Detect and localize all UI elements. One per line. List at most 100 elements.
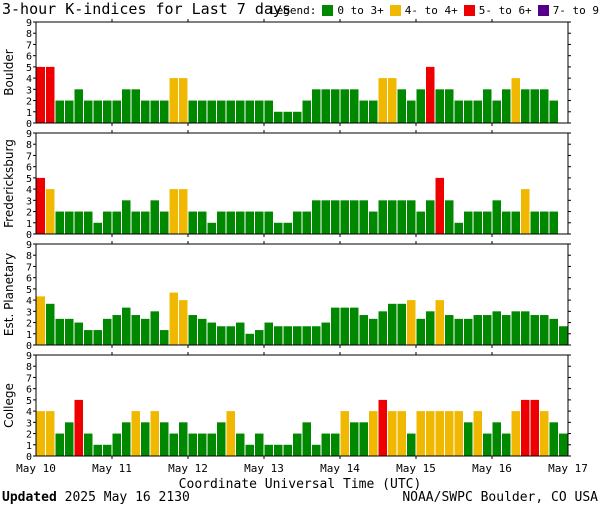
y-tick-label: 8: [26, 251, 32, 262]
k-bar: [150, 200, 159, 234]
k-bar: [312, 326, 321, 345]
y-tick-label: 2: [26, 319, 32, 330]
k-bar: [359, 315, 368, 345]
k-bar: [416, 211, 425, 234]
y-tick-label: 7: [26, 40, 32, 51]
y-tick-label: 4: [26, 74, 32, 85]
panel-frame: [35, 132, 569, 235]
k-bar: [112, 211, 121, 234]
k-bar: [150, 100, 159, 123]
panel-label: College: [2, 383, 16, 428]
legend: Legend: 0 to 3+ 4- to 4+ 5- to 6+ 7- to …: [270, 4, 599, 17]
k-bar: [93, 330, 102, 345]
k-bar: [160, 330, 169, 345]
y-tick-label: 0: [26, 341, 32, 352]
k-bar: [521, 89, 530, 123]
k-bar: [293, 111, 302, 123]
k-bar: [388, 303, 397, 345]
y-tick-label: 9: [26, 18, 32, 29]
updated-value: 2025 May 16 2130: [64, 490, 190, 505]
k-bar: [283, 111, 292, 123]
k-bar: [378, 399, 387, 456]
k-bar: [131, 89, 140, 123]
k-bar: [160, 100, 169, 123]
panel-label: Boulder: [2, 49, 16, 96]
legend-swatch-yellow: [389, 5, 401, 16]
k-bar: [236, 433, 245, 456]
k-bar: [74, 399, 83, 456]
k-bar: [141, 100, 150, 123]
y-tick-label: 7: [26, 151, 32, 162]
k-bar: [502, 211, 511, 234]
k-bar: [65, 100, 74, 123]
k-bar: [530, 315, 539, 345]
k-bar: [464, 211, 473, 234]
y-tick-label: 2: [26, 208, 32, 219]
k-bar: [226, 326, 235, 345]
k-bar: [112, 433, 121, 456]
y-tick-label: 1: [26, 219, 32, 230]
k-bar: [74, 89, 83, 123]
k-bar: [207, 433, 216, 456]
k-bar: [74, 322, 83, 345]
k-bar: [179, 78, 188, 123]
k-bar: [188, 211, 197, 234]
y-tick-label: 5: [26, 396, 32, 407]
k-bar: [454, 411, 463, 456]
y-tick-label: 6: [26, 163, 32, 174]
k-bar: [112, 315, 121, 345]
k-bar: [103, 100, 112, 123]
k-bar: [131, 315, 140, 345]
k-bar: [264, 211, 273, 234]
k-bar: [340, 89, 349, 123]
k-bar: [454, 318, 463, 345]
k-bar: [274, 326, 283, 345]
k-bar: [359, 200, 368, 234]
k-bar: [84, 433, 93, 456]
k-bar: [492, 311, 501, 345]
k-bar: [521, 311, 530, 345]
k-bar: [331, 307, 340, 345]
k-bar: [245, 211, 254, 234]
k-bar: [397, 89, 406, 123]
k-bar: [122, 307, 131, 345]
k-bar: [293, 211, 302, 234]
x-axis-label: Coordinate Universal Time (UTC): [179, 477, 422, 490]
k-bar: [350, 422, 359, 456]
k-bar: [36, 296, 45, 345]
k-bar: [388, 200, 397, 234]
k-bar: [321, 89, 330, 123]
k-bar: [350, 89, 359, 123]
y-tick-label: 5: [26, 174, 32, 185]
panel-label: Est. Planetary: [2, 253, 16, 336]
k-bar: [502, 89, 511, 123]
k-bar: [416, 318, 425, 345]
k-bar: [369, 100, 378, 123]
y-tick-label: 3: [26, 418, 32, 429]
k-bar: [160, 422, 169, 456]
k-bar: [217, 326, 226, 345]
y-tick-label: 8: [26, 29, 32, 40]
k-bar: [540, 315, 549, 345]
k-bar: [245, 444, 254, 456]
k-bar: [36, 177, 45, 234]
k-bar: [445, 411, 454, 456]
k-bar: [236, 211, 245, 234]
k-bar: [283, 444, 292, 456]
k-bar: [122, 422, 131, 456]
k-bar: [426, 200, 435, 234]
y-tick-label: 6: [26, 52, 32, 63]
x-tick-label: May 11: [92, 462, 132, 475]
k-bar: [55, 318, 64, 345]
y-tick-label: 9: [26, 129, 32, 140]
k-bar: [274, 111, 283, 123]
k-bar: [217, 100, 226, 123]
k-bar: [473, 211, 482, 234]
k-bar: [169, 292, 178, 345]
k-bar: [369, 318, 378, 345]
k-bar: [416, 411, 425, 456]
k-bar: [521, 399, 530, 456]
y-tick-label: 4: [26, 296, 32, 307]
